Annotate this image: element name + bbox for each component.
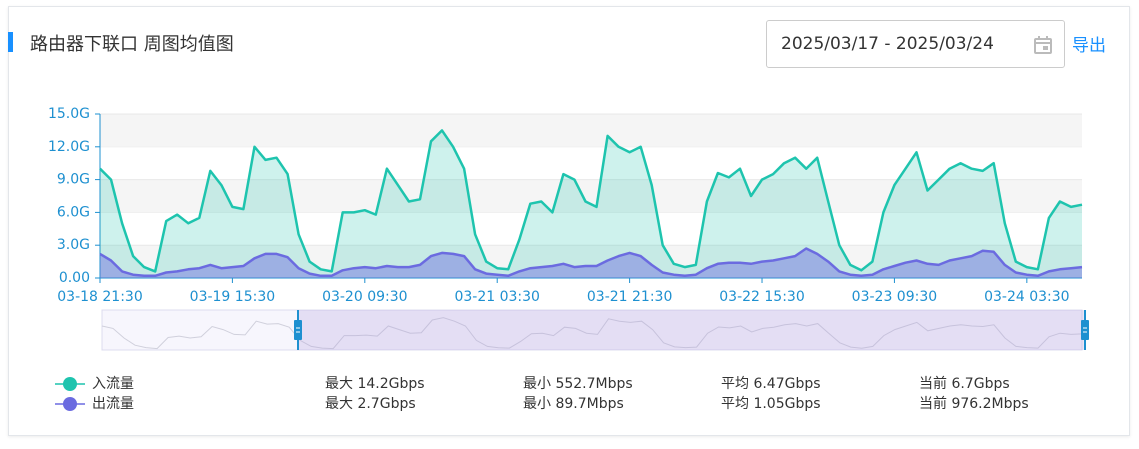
zoom-handle[interactable] xyxy=(1081,320,1089,340)
zoom-track xyxy=(101,309,1083,351)
chart-title: 路由器下联口 周图均值图 xyxy=(30,34,234,55)
grid-band xyxy=(100,179,1082,213)
date-range: 2025/03/17 - 2025/03/24 xyxy=(781,34,994,54)
zoom-selection xyxy=(298,310,1085,350)
legend-marker xyxy=(63,377,77,391)
legend-stat: 平均 6.47Gbps xyxy=(721,376,821,392)
series-line xyxy=(99,247,1083,278)
x-tick-label: 03-18 21:30 xyxy=(57,289,142,305)
card xyxy=(8,6,1130,436)
legend-stat: 最大 14.2Gbps xyxy=(325,376,425,392)
series-line xyxy=(99,129,1083,273)
x-tick-label: 03-19 15:30 xyxy=(190,289,275,305)
y-tick-label: 3.0G xyxy=(57,237,90,253)
legend-stat: 当前 6.7Gbps xyxy=(919,375,1010,392)
y-tick-label: 15.0G xyxy=(48,106,90,122)
legend-label: 出流量 xyxy=(92,396,134,412)
zoom-preview xyxy=(101,317,1083,350)
calendar-icon xyxy=(1034,36,1052,54)
title-accent xyxy=(8,32,13,52)
y-tick-label: 9.0G xyxy=(57,172,90,188)
legend-label: 入流量 xyxy=(92,376,134,392)
legend-stat: 最大 2.7Gbps xyxy=(325,396,416,412)
legend-stat: 最小 552.7Mbps xyxy=(523,376,633,392)
legend-stat: 当前 976.2Mbps xyxy=(919,395,1029,412)
x-tick-label: 03-23 09:30 xyxy=(852,289,937,305)
legend-item[interactable]: 入流量 xyxy=(55,376,134,392)
x-tick-label: 03-22 15:30 xyxy=(719,289,804,305)
x-tick-label: 03-21 03:30 xyxy=(454,289,539,305)
export-button[interactable]: 导出 xyxy=(1072,36,1106,56)
date-picker[interactable]: 2025/03/17 - 2025/03/24 xyxy=(766,20,1065,68)
grid-band xyxy=(100,114,1082,147)
x-tick-label: 03-21 21:30 xyxy=(587,289,672,305)
zoom-handle[interactable] xyxy=(294,320,302,340)
legend-stat: 平均 1.05Gbps xyxy=(721,396,821,412)
y-tick-label: 12.0G xyxy=(48,139,90,155)
x-tick-label: 03-20 09:30 xyxy=(322,289,407,305)
legend-marker xyxy=(63,397,77,411)
legend-item[interactable]: 出流量 xyxy=(55,396,134,412)
y-tick-label: 0.00 xyxy=(59,270,90,286)
y-tick-label: 6.0G xyxy=(57,204,90,220)
x-tick-label: 03-24 03:30 xyxy=(984,289,1069,305)
legend-stat: 最小 89.7Mbps xyxy=(523,396,624,412)
